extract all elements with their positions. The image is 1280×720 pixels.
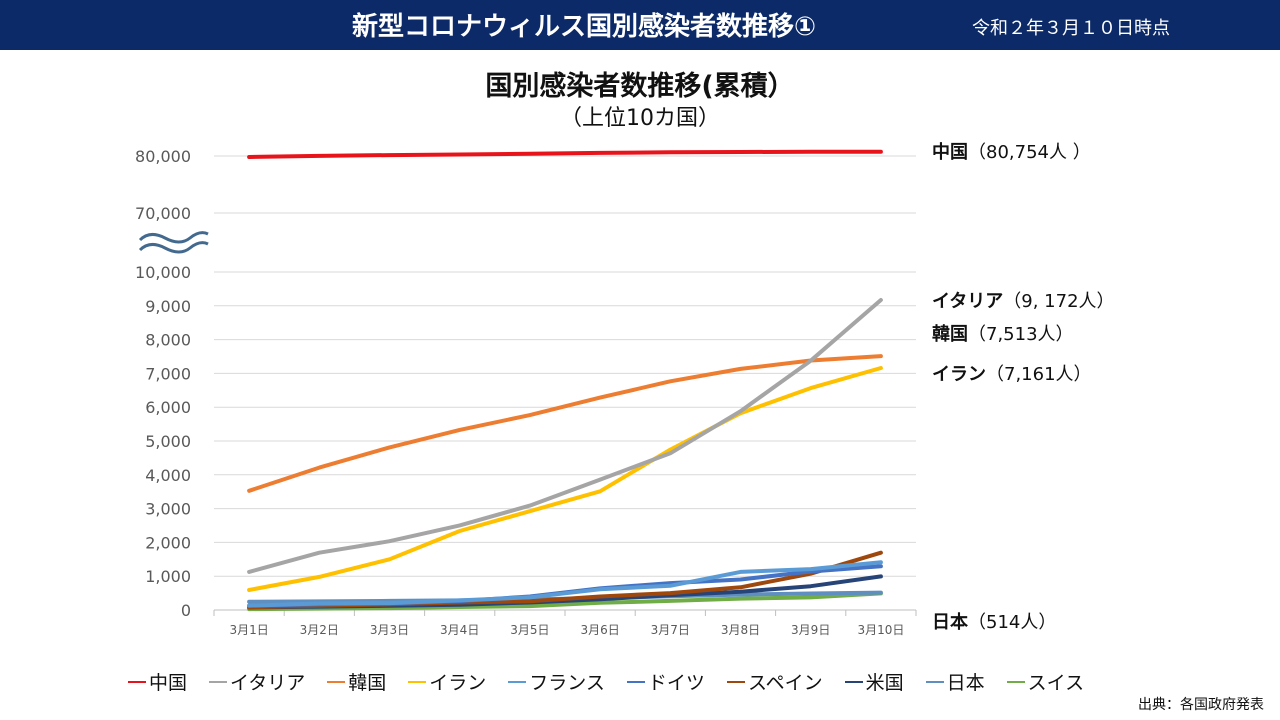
series-annotation: イラン（7,161人） xyxy=(932,364,1092,385)
chart-subtitle: （上位10カ国） xyxy=(560,106,720,131)
legend-label: スイス xyxy=(1027,672,1085,694)
series-line-フランス xyxy=(247,560,883,608)
legend-swatch xyxy=(726,680,745,683)
legend-swatch xyxy=(844,680,863,683)
x-tick-label: 3月5日 xyxy=(510,623,549,637)
series-line-イタリア xyxy=(247,298,883,574)
x-tick-label: 3月8日 xyxy=(721,623,760,637)
legend-item: フランス xyxy=(508,668,605,695)
legend-swatch xyxy=(128,680,146,683)
legend-swatch xyxy=(626,680,645,683)
y-tick-label: 8,000 xyxy=(145,331,191,350)
page-title: 新型コロナウィルス国別感染者数推移① xyxy=(352,12,817,42)
x-tick-label: 3月6日 xyxy=(580,623,619,637)
axis-break-icon xyxy=(138,241,209,254)
legend-swatch xyxy=(408,680,427,683)
header-banner: 新型コロナウィルス国別感染者数推移① 令和２年３月１０日時点 xyxy=(0,0,1280,50)
legend-swatch xyxy=(508,680,527,683)
chart-legend: 中国 イタリア 韓国 イラン フランス ドイツ スペイン 米国 日本 スイス xyxy=(128,668,1084,695)
source-note: 出典：各国政府発表 xyxy=(1138,697,1264,713)
x-tick-label: 3月2日 xyxy=(300,623,339,637)
series-annotation: イタリア（9, 172人） xyxy=(932,291,1115,312)
x-tick-label: 3月3日 xyxy=(370,623,409,637)
y-tick-label: 7,000 xyxy=(145,364,191,383)
series-annotation: 中国（80,754人 ） xyxy=(932,141,1091,163)
x-tick-label: 3月4日 xyxy=(440,623,479,637)
series-annotation: 韓国（7,513人） xyxy=(932,323,1074,345)
y-tick-label: 5,000 xyxy=(145,432,191,451)
legend-item: ドイツ xyxy=(626,668,705,695)
series-line-中国 xyxy=(247,149,883,159)
y-tick-label: 70,000 xyxy=(135,204,191,223)
legend-label: ドイツ xyxy=(647,672,705,694)
legend-item: 日本 xyxy=(925,668,985,695)
y-tick-label: 10,000 xyxy=(135,263,191,282)
y-tick-label: 1,000 xyxy=(145,567,191,586)
series-line-韓国 xyxy=(247,354,883,493)
legend-swatch xyxy=(209,680,228,683)
date-label: 令和２年３月１０日時点 xyxy=(972,18,1170,39)
legend-label: 日本 xyxy=(946,672,985,694)
legend-swatch xyxy=(327,680,346,683)
legend-swatch xyxy=(925,680,944,683)
series-line-スイス xyxy=(247,591,883,612)
x-tick-label: 3月1日 xyxy=(229,623,268,637)
legend-item: スペイン xyxy=(726,668,823,695)
legend-swatch xyxy=(1006,680,1025,683)
chart-title: 国別感染者数推移(累積） xyxy=(485,71,795,102)
legend-item: イラン xyxy=(408,668,486,695)
legend-item: イタリア xyxy=(209,668,305,695)
legend-item: 中国 xyxy=(128,668,187,695)
legend-item: スイス xyxy=(1006,668,1085,695)
axis-break-icon xyxy=(138,231,209,244)
series-annotation: 日本（514人） xyxy=(932,611,1056,633)
legend-item: 韓国 xyxy=(327,668,386,695)
series-line-イラン xyxy=(247,366,883,592)
y-tick-label: 80,000 xyxy=(135,147,191,166)
y-tick-label: 0 xyxy=(181,601,191,620)
y-tick-label: 6,000 xyxy=(145,398,191,417)
legend-label: 韓国 xyxy=(348,672,387,694)
legend-label: スペイン xyxy=(747,672,823,694)
x-tick-label: 3月10日 xyxy=(857,623,904,637)
y-tick-label: 2,000 xyxy=(145,533,191,552)
x-tick-label: 3月9日 xyxy=(791,623,830,637)
legend-label: イラン xyxy=(429,672,487,694)
legend-label: 中国 xyxy=(149,672,188,694)
legend-item: 米国 xyxy=(844,668,904,695)
y-tick-label: 9,000 xyxy=(145,297,191,316)
legend-label: フランス xyxy=(529,672,605,694)
x-tick-label: 3月7日 xyxy=(651,623,690,637)
legend-label: イタリア xyxy=(230,672,306,694)
legend-label: 米国 xyxy=(865,672,904,694)
y-tick-label: 3,000 xyxy=(145,500,191,519)
y-tick-label: 4,000 xyxy=(145,466,191,485)
